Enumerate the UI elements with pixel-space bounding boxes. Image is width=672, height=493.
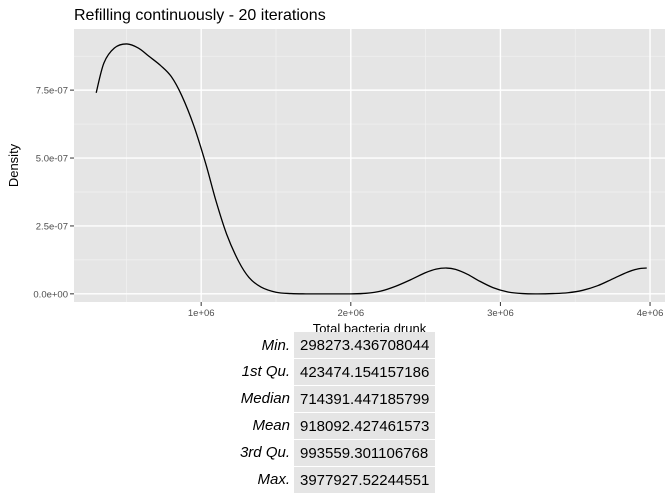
- table-row: Median 714391.447185799: [230, 385, 436, 412]
- x-tick-label: 1e+06: [188, 308, 215, 319]
- x-tick-label: 2e+06: [337, 308, 364, 319]
- table-row: Mean 918092.427461573: [230, 412, 436, 439]
- plot-panel: [74, 29, 665, 302]
- row-label: Min.: [261, 336, 290, 354]
- density-chart: 1e+06 2e+06 3e+06 4e+06 0.0e+00 2.5e-07 5.0e-…: [6, 7, 665, 336]
- row-value: 423474.154157186: [294, 358, 436, 385]
- row-value: 918092.427461573: [294, 412, 436, 439]
- row-label: Mean: [252, 417, 290, 434]
- y-tick-label: 5.0e-07: [36, 154, 68, 165]
- table-row: 1st Qu. 423474.154157186: [230, 358, 436, 385]
- row-value: 714391.447185799: [294, 385, 436, 412]
- row-label: 1st Qu.: [241, 363, 290, 380]
- density-curve: [95, 43, 647, 295]
- table-row: Min. 298273.436708044: [230, 332, 436, 358]
- x-tick-label: 4e+06: [637, 308, 664, 319]
- y-tick-label: 7.5e-07: [36, 86, 68, 97]
- y-tick-label: 0.0e+00: [33, 289, 68, 300]
- row-value: 993559.301106768: [294, 439, 436, 466]
- row-label: Median: [240, 390, 290, 407]
- y-axis: 0.0e+00 2.5e-07 5.0e-07 7.5e-07: [33, 86, 74, 300]
- y-axis-title: Density: [6, 143, 21, 187]
- chart-title: Refilling continuously - 20 iterations: [74, 7, 326, 24]
- y-tick-label: 2.5e-07: [36, 221, 68, 232]
- minor-gridlines: [74, 29, 665, 302]
- table-row: 3rd Qu. 993559.301106768: [230, 439, 436, 466]
- summary-table: Min. 298273.436708044 1st Qu. 423474.154…: [230, 332, 436, 493]
- row-label: 3rd Qu.: [239, 444, 290, 461]
- row-value: 298273.436708044: [294, 332, 436, 358]
- major-gridlines: [74, 29, 665, 302]
- x-axis: 1e+06 2e+06 3e+06 4e+06: [188, 302, 664, 319]
- x-tick-label: 3e+06: [487, 308, 514, 319]
